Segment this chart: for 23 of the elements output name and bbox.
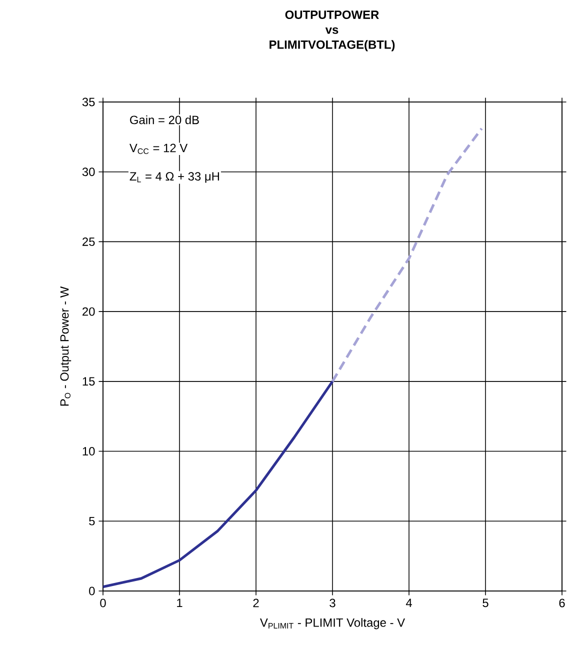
annotation: V$_{CC}$ = 12 V — [129, 144, 188, 154]
chart-title: OUTPUTPOWER vs PLIMITVOLTAGE(BTL) — [270, 10, 395, 52]
y-tick-label: 35 — [82, 98, 95, 106]
x-tick-label: 0 — [100, 598, 106, 608]
x-tick-label: 3 — [330, 598, 336, 608]
y-tick-label: 30 — [82, 168, 95, 176]
y-tick-label: 0 — [89, 586, 95, 596]
annotation: Z$_{L}$ = 4 Ω + 33 μH — [130, 172, 219, 183]
x-tick-label: 5 — [482, 598, 488, 608]
x-tick-label: 4 — [406, 598, 412, 607]
y-tick-label: 20 — [82, 307, 95, 316]
y-axis-title: P$_{O}$ - Output Power - W — [60, 286, 72, 406]
line-series — [331, 127, 483, 383]
y-tick-label: 25 — [82, 237, 95, 246]
y-tick-label: 10 — [82, 447, 95, 456]
y-tick-label: 5 — [89, 516, 95, 526]
x-tick-label: 2 — [253, 598, 259, 608]
x-axis-title: V$_{PLIMIT}$ - PLIMIT Voltage - V — [260, 618, 406, 630]
line-series — [103, 380, 334, 588]
x-tick-label: 6 — [559, 598, 565, 608]
annotation: Gain = 20 dB — [130, 115, 199, 124]
x-tick-label: 1 — [177, 598, 182, 607]
y-tick-label: 15 — [82, 377, 95, 386]
